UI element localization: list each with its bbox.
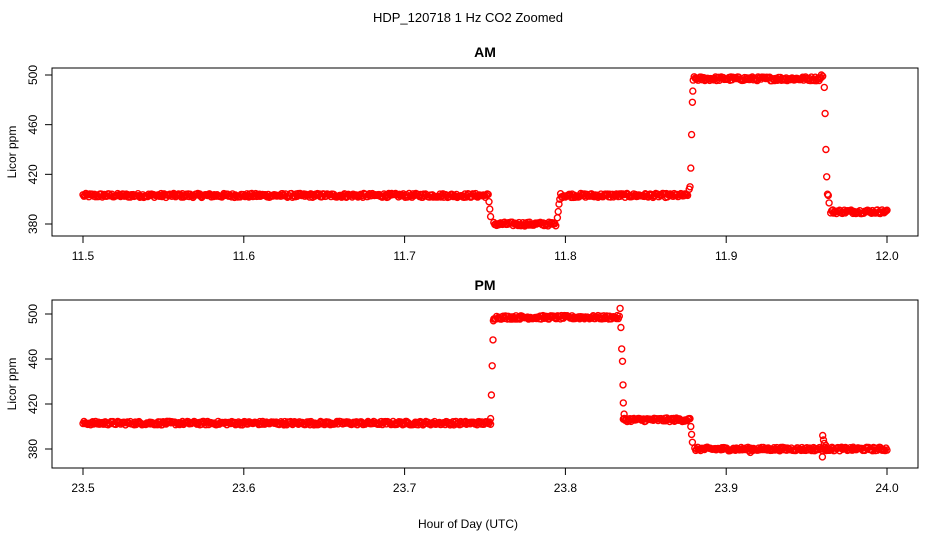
pm-data-point (616, 304, 624, 313)
am-data-point (820, 83, 828, 92)
am-y-tick-label: 460 (26, 114, 40, 134)
am-x-tick-label: 11.7 (393, 249, 416, 263)
am-data-point (822, 145, 830, 154)
am-data-point (687, 164, 695, 172)
pm-data-point (687, 430, 696, 439)
pm-data-point (818, 453, 827, 461)
am-data-point (552, 222, 560, 230)
am-data-point (883, 206, 891, 214)
pm-x-tick-label: 23.8 (554, 481, 578, 495)
pm-data-point (618, 357, 627, 365)
am-data-point (485, 197, 493, 206)
am-panel: AM 11.5 11.6 11.7 11.8 11.9 12.0 380 420 460 500… (5, 44, 919, 263)
am-data-point (881, 208, 889, 216)
pm-y-axis: 380 420 460 500 (26, 304, 52, 459)
pm-data-point (883, 446, 891, 454)
am-data-point (553, 214, 562, 222)
pm-panel: PM 23.5 23.6 23.7 23.8 23.9 24.0 380 420 460 500… (5, 277, 919, 495)
pm-y-tick-label: 380 (26, 439, 40, 459)
am-x-tick-label: 12.0 (875, 249, 899, 263)
am-data-point (554, 207, 562, 216)
pm-y-tick-label: 500 (26, 304, 40, 324)
am-y-axis: 380 420 460 500 (26, 65, 52, 234)
am-data-point (817, 73, 825, 82)
am-data-point (486, 212, 495, 221)
pm-y-tick-label: 420 (26, 394, 40, 414)
pm-data-point (819, 431, 827, 440)
pm-x-tick-label: 23.7 (393, 481, 417, 495)
pm-data-point (489, 317, 498, 325)
am-data-point (817, 71, 826, 79)
am-data-point (687, 130, 696, 139)
pm-y-tick-label: 460 (26, 349, 40, 369)
pm-data-point (617, 323, 625, 332)
pm-data-point (619, 399, 627, 407)
am-data-point (819, 72, 827, 80)
pm-data-points (79, 304, 891, 461)
am-panel-title: AM (474, 44, 496, 60)
am-data-point (689, 87, 697, 95)
pm-data-point (618, 345, 626, 353)
pm-x-tick-label: 23.9 (715, 481, 739, 495)
am-data-point (688, 98, 697, 107)
am-data-point (486, 205, 494, 213)
am-data-points (79, 71, 891, 230)
am-y-axis-label: Licor ppm (5, 126, 19, 179)
am-data-point (556, 195, 564, 203)
figure-title: HDP_120718 1 Hz CO2 Zoomed (373, 10, 563, 25)
am-y-tick-label: 420 (26, 164, 40, 184)
am-x-tick-label: 11.8 (554, 249, 577, 263)
pm-data-point (822, 441, 830, 450)
pm-y-axis-label: Licor ppm (5, 358, 19, 411)
am-x-tick-label: 11.6 (233, 249, 256, 263)
am-y-tick-label: 500 (26, 65, 40, 85)
pm-plot-frame (51, 299, 919, 469)
pm-data-point (688, 438, 697, 446)
am-data-point (824, 191, 832, 200)
am-data-point (484, 190, 492, 199)
am-data-point (821, 109, 829, 118)
am-x-tick-label: 11.5 (72, 249, 95, 263)
am-plot-frame (51, 67, 919, 237)
am-data-point (686, 183, 694, 191)
am-data-point (825, 199, 833, 207)
pm-data-point (488, 362, 496, 370)
pm-data-point (489, 336, 497, 344)
pm-data-point (686, 414, 694, 423)
am-x-axis: 11.5 11.6 11.7 11.8 11.9 12.0 (72, 235, 899, 263)
am-data-point (823, 173, 831, 181)
pm-x-tick-label: 23.6 (232, 481, 256, 495)
pm-data-point (687, 422, 695, 431)
pm-panel-title: PM (475, 277, 496, 293)
am-y-tick-label: 380 (26, 214, 40, 234)
pm-data-point (619, 381, 627, 389)
pm-data-point (620, 410, 628, 418)
pm-data-point (615, 312, 623, 320)
am-data-point (555, 200, 563, 208)
pm-data-point (487, 391, 496, 399)
pm-x-tick-label: 23.5 (71, 481, 95, 495)
pm-data-point (746, 448, 754, 457)
am-x-tick-label: 11.9 (715, 249, 738, 263)
pm-x-axis: 23.5 23.6 23.7 23.8 23.9 24.0 (71, 467, 899, 495)
pm-data-point (486, 414, 495, 423)
pm-x-tick-label: 24.0 (875, 481, 899, 495)
x-axis-label: Hour of Day (UTC) (418, 517, 518, 531)
